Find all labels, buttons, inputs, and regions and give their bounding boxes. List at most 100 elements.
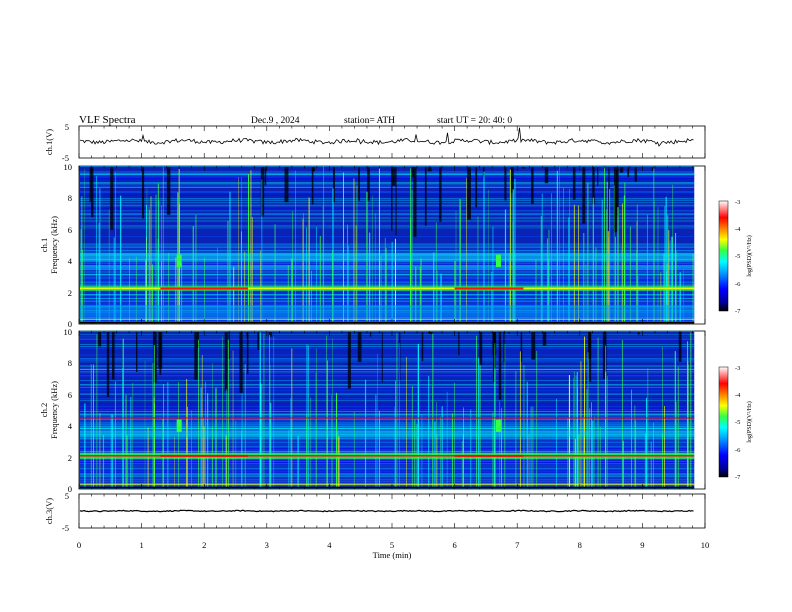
ch2-spectrogram-x-ticks bbox=[78, 331, 706, 489]
ch2-freq-tick-8: 8 bbox=[68, 358, 72, 368]
spectrogram-dark-gap bbox=[458, 332, 460, 356]
spectrogram-dark-gap bbox=[602, 332, 607, 380]
date-label: Dec.9 , 2024 bbox=[251, 116, 300, 126]
ch2-frequency-label: Frequency (kHz) bbox=[49, 381, 59, 439]
ch1-spectrogram-panel: 0 2 4 6 8 10 ch.1 Frequency (kHz) bbox=[39, 162, 706, 329]
ch2-freq-tick-0: 0 bbox=[68, 484, 72, 494]
ch2-freq-tick-4: 4 bbox=[68, 421, 73, 431]
time-tick-1: 1 bbox=[139, 540, 143, 550]
ch1-colorbar-gradient bbox=[718, 200, 729, 312]
spectrogram-dark-gap bbox=[91, 167, 94, 218]
spectrogram-no-data bbox=[694, 331, 705, 489]
time-tick-10: 10 bbox=[701, 540, 710, 550]
spectrogram-dark-gap bbox=[651, 167, 654, 171]
spectrogram-dark-gap bbox=[110, 167, 114, 230]
time-tick-7: 7 bbox=[515, 540, 519, 550]
ch2-colorbar-gradient bbox=[718, 366, 729, 478]
spectrogram-dark-gap bbox=[521, 167, 526, 169]
spectrogram-dark-gap bbox=[332, 167, 335, 203]
spectrogram-dark-gap bbox=[413, 167, 417, 237]
spectrogram-dark-gap bbox=[588, 332, 592, 359]
ch3-ytick-bottom: -5 bbox=[62, 523, 69, 533]
ch1-spectrogram-ylabel: ch.1 bbox=[39, 238, 49, 252]
ch2-spectrogram-image bbox=[79, 330, 705, 489]
spectrogram-dark-gap bbox=[228, 332, 230, 360]
ch3-waveform-ylabel: ch.3(V) bbox=[44, 498, 54, 524]
spectrogram-dark-gap bbox=[166, 167, 171, 215]
spectrogram-dark-gap bbox=[369, 332, 372, 337]
ch1-cb-tick-m5: -5 bbox=[735, 253, 740, 260]
ch2-colorbar-label: log(PSD)(V²/Hz) bbox=[746, 401, 753, 442]
ch2-spectrogram-y-ticks: 0 2 4 6 8 10 bbox=[64, 327, 73, 494]
spectrogram-dark-gap bbox=[381, 332, 383, 383]
ch2-cb-tick-m3: -3 bbox=[735, 365, 740, 372]
ch1-cb-tick-m6: -6 bbox=[735, 281, 741, 288]
time-tick-8: 8 bbox=[578, 540, 582, 550]
ch1-colorbar: -3 -4 -5 -6 -7 log(PSD)(V²/Hz) bbox=[718, 199, 753, 315]
figure-title: VLF Spectra bbox=[79, 114, 136, 126]
spectrogram-dark-gap bbox=[520, 332, 523, 362]
spectrogram-dark-gap bbox=[246, 332, 249, 375]
ch2-colorbar: -3 -4 -5 -6 -7 log(PSD)(V²/Hz) bbox=[718, 365, 753, 481]
ch2-freq-tick-10: 10 bbox=[64, 327, 73, 337]
spectrogram-dark-gap bbox=[197, 332, 199, 348]
ch1-ytick-bottom: -5 bbox=[62, 153, 69, 163]
ch2-cb-tick-m4: -4 bbox=[735, 392, 741, 399]
spectrogram-dark-gap bbox=[264, 167, 267, 186]
spectrogram-dark-gap bbox=[479, 332, 483, 365]
spectrogram-low-band bbox=[80, 305, 695, 320]
spectrogram-dark-gap bbox=[627, 167, 630, 178]
spectrogram-dark-gap bbox=[531, 167, 534, 205]
spectrogram-dark-gap bbox=[544, 167, 549, 184]
ch2-cb-tick-m5: -5 bbox=[735, 419, 740, 426]
ch2-freq-tick-2: 2 bbox=[68, 453, 72, 463]
ch2-spectrogram-ylabel: ch.2 bbox=[39, 403, 49, 417]
start-ut-label: start UT = 20: 40: 0 bbox=[437, 116, 512, 126]
time-tick-5: 5 bbox=[390, 540, 394, 550]
ch1-freq-tick-4: 4 bbox=[68, 256, 73, 266]
ch2-cb-tick-m7: -7 bbox=[735, 474, 741, 481]
spectrogram-dark-gap bbox=[257, 332, 260, 350]
spectrogram-dark-gap bbox=[135, 332, 138, 372]
spectrogram-dark-gap bbox=[439, 167, 442, 222]
spectrogram-dark-gap bbox=[311, 167, 314, 205]
spectrogram-dark-gap bbox=[424, 167, 427, 226]
spectrogram-moderate-band bbox=[80, 430, 695, 437]
spectrogram-dark-gap bbox=[239, 332, 243, 393]
spectrogram-dark-gap bbox=[194, 332, 198, 380]
time-tick-6: 6 bbox=[452, 540, 456, 550]
spectrogram-dark-gap bbox=[141, 167, 145, 219]
station-label: station= ATH bbox=[344, 116, 395, 126]
spectrogram-dark-gap bbox=[347, 332, 351, 389]
ch1-waveform-line bbox=[79, 127, 694, 147]
spectrogram-dark-gap bbox=[224, 332, 228, 391]
time-tick-2: 2 bbox=[202, 540, 206, 550]
time-axis-label: Time (min) bbox=[373, 550, 412, 560]
spectrogram-dark-gap bbox=[475, 167, 478, 208]
ch3-waveform-line bbox=[79, 509, 694, 513]
spectrogram-dark-gap bbox=[637, 332, 640, 335]
spectrogram-marker bbox=[176, 419, 182, 433]
spectrogram-dark-gap bbox=[614, 167, 618, 233]
ch1-spectrogram-x-ticks bbox=[78, 166, 706, 324]
spectrogram-dark-gap bbox=[619, 167, 624, 173]
ch1-waveform-panel: 5 -5 ch.1(V) bbox=[44, 122, 706, 163]
spectrogram-dark-gap bbox=[427, 167, 432, 172]
ch1-freq-tick-0: 0 bbox=[68, 319, 72, 329]
spectrogram-dark-gap bbox=[89, 167, 92, 203]
spectrogram-dark-gap bbox=[634, 167, 637, 182]
spectrogram-dc-stripe bbox=[80, 486, 695, 489]
ch1-waveform-x-ticks bbox=[78, 126, 706, 158]
ch3-waveform-panel: 5 -5 ch.3(V) bbox=[44, 491, 706, 533]
spectrogram-dc-stripe bbox=[80, 321, 695, 324]
spectrogram-dark-gap bbox=[504, 167, 507, 201]
spectrogram-dark-gap bbox=[678, 332, 682, 362]
ch2-spectrogram-panel: 0 2 4 6 8 10 ch.2 Frequency (kHz) bbox=[39, 327, 706, 494]
spectrogram-dark-gap bbox=[357, 332, 362, 363]
spectrogram-marker bbox=[495, 419, 501, 433]
spectrogram-moderate-band bbox=[80, 252, 695, 261]
spectrogram-dark-gap bbox=[582, 167, 586, 224]
spectrogram-dark-gap bbox=[399, 332, 401, 381]
ch3-waveform-x-ticks bbox=[78, 494, 706, 528]
